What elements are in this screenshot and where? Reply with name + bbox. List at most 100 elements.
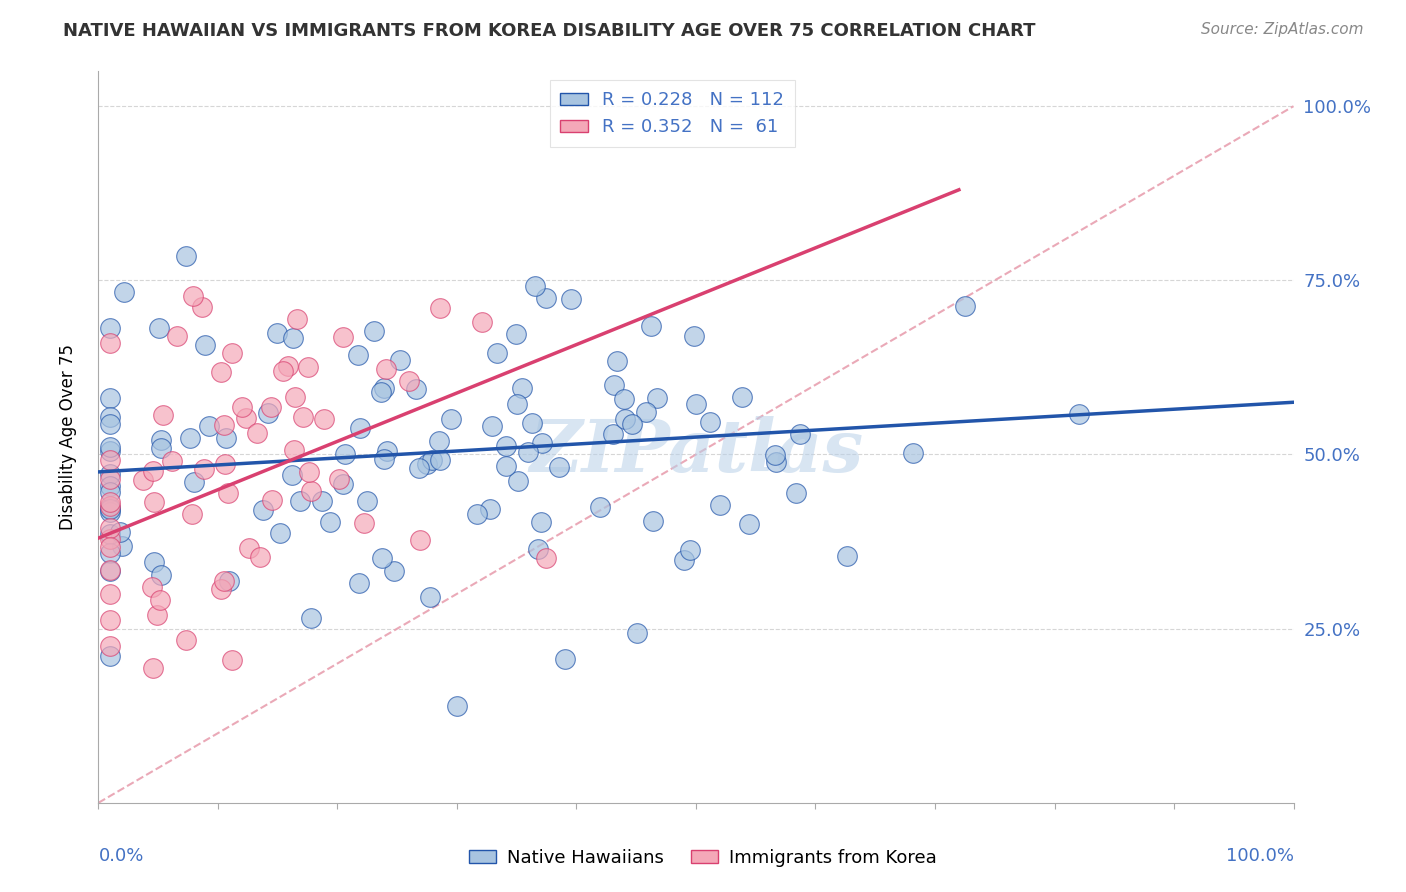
Point [98, 453, 122, 467]
Point [311, 494, 333, 508]
Point [371, 550, 394, 565]
Point [174, 250, 197, 264]
Text: NATIVE HAWAIIAN VS IMMIGRANTS FROM KOREA DISABILITY AGE OVER 75 CORRELATION CHAR: NATIVE HAWAIIAN VS IMMIGRANTS FROM KOREA… [63, 22, 1036, 40]
Point [373, 381, 395, 395]
Point [209, 582, 232, 596]
Point [481, 419, 503, 434]
Point [238, 541, 260, 556]
Point [527, 542, 550, 557]
Point [409, 533, 432, 547]
Point [273, 364, 295, 378]
Point [522, 416, 544, 430]
Point [589, 500, 612, 515]
Point [221, 345, 243, 359]
Point [643, 514, 665, 528]
Point [142, 464, 165, 478]
Point [634, 405, 657, 419]
Point [291, 410, 314, 425]
Point [640, 319, 662, 334]
Point [260, 493, 283, 508]
Point [370, 384, 392, 399]
Point [429, 301, 451, 315]
Point [98, 502, 122, 516]
Point [785, 485, 807, 500]
Point [150, 433, 173, 447]
Point [478, 501, 501, 516]
Point [602, 426, 624, 441]
Point [98, 649, 122, 664]
Point [621, 417, 644, 431]
Point [613, 392, 636, 406]
Point [266, 326, 288, 341]
Point [548, 459, 571, 474]
Point [146, 608, 169, 623]
Point [98, 443, 122, 458]
Point [98, 521, 122, 535]
Point [98, 505, 122, 519]
Point [349, 421, 371, 435]
Point [150, 567, 173, 582]
Point [212, 574, 235, 589]
Point [141, 580, 163, 594]
Point [508, 474, 530, 488]
Point [353, 516, 375, 530]
Point [510, 381, 533, 395]
Point [606, 353, 628, 368]
Point [98, 640, 122, 654]
Point [281, 331, 304, 345]
Point [166, 329, 188, 343]
Point [415, 457, 437, 471]
Point [260, 401, 283, 415]
Point [231, 400, 253, 414]
Point [194, 338, 217, 352]
Point [534, 550, 557, 565]
Point [398, 374, 420, 388]
Point [98, 479, 122, 493]
Point [903, 446, 925, 460]
Point [152, 408, 174, 422]
Point [731, 390, 754, 404]
Point [298, 465, 321, 479]
Point [440, 412, 463, 426]
Point [150, 442, 173, 456]
Point [333, 447, 356, 461]
Point [181, 508, 204, 522]
Point [530, 436, 553, 450]
Point [709, 498, 731, 512]
Point [495, 439, 517, 453]
Point [277, 359, 299, 373]
Legend: Native Hawaiians, Immigrants from Korea: Native Hawaiians, Immigrants from Korea [463, 842, 943, 874]
Point [143, 555, 166, 569]
Legend: R = 0.228   N = 112, R = 0.352   N =  61: R = 0.228 N = 112, R = 0.352 N = 61 [550, 80, 794, 147]
Point [506, 397, 529, 411]
Point [284, 390, 307, 404]
Y-axis label: Disability Age Over 75: Disability Age Over 75 [59, 344, 77, 530]
Point [98, 546, 122, 560]
Point [614, 412, 637, 426]
Point [98, 564, 122, 578]
Point [215, 431, 238, 445]
Point [471, 315, 494, 329]
Point [683, 329, 706, 343]
Point [269, 525, 291, 540]
Point [218, 574, 240, 589]
Point [554, 652, 576, 666]
Point [347, 348, 370, 362]
Point [98, 500, 122, 515]
Point [835, 549, 858, 563]
Point [256, 406, 278, 420]
Point [149, 593, 172, 607]
Point [142, 494, 165, 508]
Point [427, 434, 450, 448]
Point [193, 462, 215, 476]
Point [98, 563, 122, 577]
Point [685, 397, 707, 411]
Point [246, 425, 269, 440]
Point [375, 444, 398, 458]
Point [560, 292, 582, 306]
Point [516, 445, 538, 459]
Point [419, 590, 441, 604]
Point [197, 418, 219, 433]
Point [373, 452, 395, 467]
Point [142, 661, 165, 675]
